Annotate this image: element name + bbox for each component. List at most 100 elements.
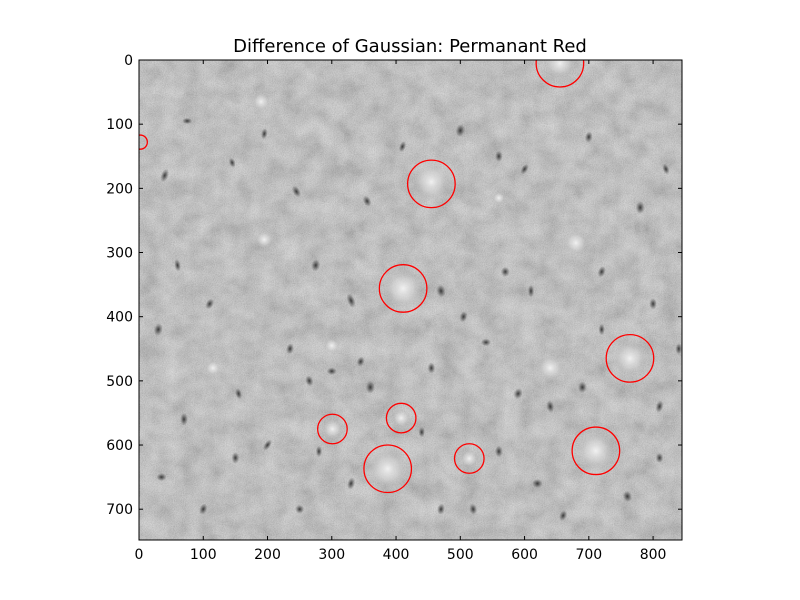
detection-circle <box>571 426 621 476</box>
cell-nucleus <box>156 473 167 481</box>
cell-nucleus <box>662 163 670 175</box>
cell-nucleus <box>326 367 337 376</box>
bright-spot <box>383 269 423 308</box>
cell-nucleus <box>558 510 568 522</box>
cell-nucleus <box>598 323 605 336</box>
cell-nucleus <box>205 298 215 310</box>
cell-nucleus <box>398 141 407 153</box>
cell-nucleus <box>262 439 273 451</box>
y-tick-label: 200 <box>106 181 133 197</box>
cell-nucleus <box>228 157 236 168</box>
y-tick-label: 0 <box>124 53 133 69</box>
bright-spot <box>460 449 479 468</box>
cell-nucleus <box>260 128 268 140</box>
bright-spot <box>255 230 274 249</box>
cell-nucleus <box>356 356 365 367</box>
bright-spot <box>492 191 506 205</box>
y-tick-label: 500 <box>106 374 133 390</box>
cell-nucleus <box>495 150 503 163</box>
x-tick-label: 600 <box>511 547 538 563</box>
cell-nucleus <box>346 477 356 490</box>
cell-nucleus <box>655 452 664 463</box>
cell-nucleus <box>622 490 632 503</box>
cell-nucleus <box>584 131 593 143</box>
cell-nucleus <box>182 117 193 125</box>
cell-nucleus <box>513 388 523 400</box>
figure-title: Difference of Gaussian: Permanant Red <box>233 36 587 57</box>
cell-nucleus <box>480 338 492 347</box>
y-axis: 0 100 200 300 400 500 600 700 <box>106 53 682 518</box>
cell-nucleus <box>160 168 170 183</box>
bright-spots-layer <box>205 60 647 489</box>
x-axis: 0 100 200 300 400 500 600 700 800 <box>135 60 667 563</box>
cell-nucleus <box>675 342 682 355</box>
bright-spot <box>543 60 576 80</box>
cell-nucleus <box>527 284 535 298</box>
y-tick-label: 400 <box>106 310 133 326</box>
cell-nucleus <box>291 185 302 198</box>
cell-nucleus <box>577 381 587 394</box>
bright-spot <box>368 449 407 489</box>
cell-nucleus <box>455 124 465 137</box>
detection-circle <box>317 413 348 445</box>
x-tick-label: 800 <box>640 547 667 563</box>
detection-circle <box>385 402 417 434</box>
x-tick-label: 400 <box>383 547 410 563</box>
bright-spot <box>537 355 564 381</box>
bright-spot <box>252 92 271 111</box>
x-tick-label: 500 <box>447 547 474 563</box>
detection-circle <box>363 444 413 494</box>
detection-circle <box>453 443 485 474</box>
nuclei-layer <box>153 117 682 522</box>
cell-nucleus <box>495 445 503 458</box>
detection-circle <box>378 264 428 313</box>
bright-spot <box>392 409 411 428</box>
cell-nucleus <box>436 284 446 298</box>
cell-nucleus <box>655 400 664 413</box>
cell-nucleus <box>437 503 445 515</box>
bright-spot <box>205 360 221 376</box>
x-tick-label: 300 <box>318 547 345 563</box>
detection-circles <box>139 60 655 494</box>
plot-frame <box>138 59 683 541</box>
cell-nucleus <box>418 427 425 438</box>
cell-nucleus <box>427 362 436 374</box>
x-tick-label: 700 <box>575 547 602 563</box>
cell-nucleus <box>286 343 294 355</box>
cell-nucleus <box>362 195 372 207</box>
x-tick-label: 200 <box>254 547 281 563</box>
bright-spot <box>324 337 340 354</box>
cell-nucleus <box>469 503 478 515</box>
cell-nucleus <box>500 266 510 277</box>
x-tick-label: 0 <box>135 547 144 563</box>
cell-nucleus <box>180 412 188 426</box>
cell-nucleus <box>153 323 163 336</box>
cell-nucleus <box>520 163 529 175</box>
cell-nucleus <box>365 380 375 394</box>
cell-nucleus <box>532 479 543 489</box>
cell-nucleus <box>295 504 305 514</box>
cell-nucleus <box>235 388 243 400</box>
detection-circle <box>139 134 148 150</box>
bright-spot <box>613 341 647 376</box>
cell-nucleus <box>199 503 208 515</box>
y-tick-label: 100 <box>106 117 133 133</box>
cell-nucleus <box>231 452 240 464</box>
cell-nucleus <box>597 266 606 278</box>
y-tick-label: 600 <box>106 438 133 454</box>
x-tick-label: 100 <box>190 547 217 563</box>
cell-nucleus <box>546 400 555 413</box>
bright-spot <box>564 231 588 255</box>
cell-nucleus <box>305 375 314 387</box>
bright-spot <box>413 163 450 200</box>
detection-circle <box>605 333 655 383</box>
cell-nucleus <box>346 293 356 308</box>
bright-spot <box>577 432 614 469</box>
image-panel <box>139 60 682 540</box>
cell-nucleus <box>174 259 181 272</box>
cell-nucleus <box>311 258 321 272</box>
y-tick-label: 700 <box>106 502 133 518</box>
cell-nucleus <box>635 201 645 215</box>
bright-spot <box>322 418 343 440</box>
